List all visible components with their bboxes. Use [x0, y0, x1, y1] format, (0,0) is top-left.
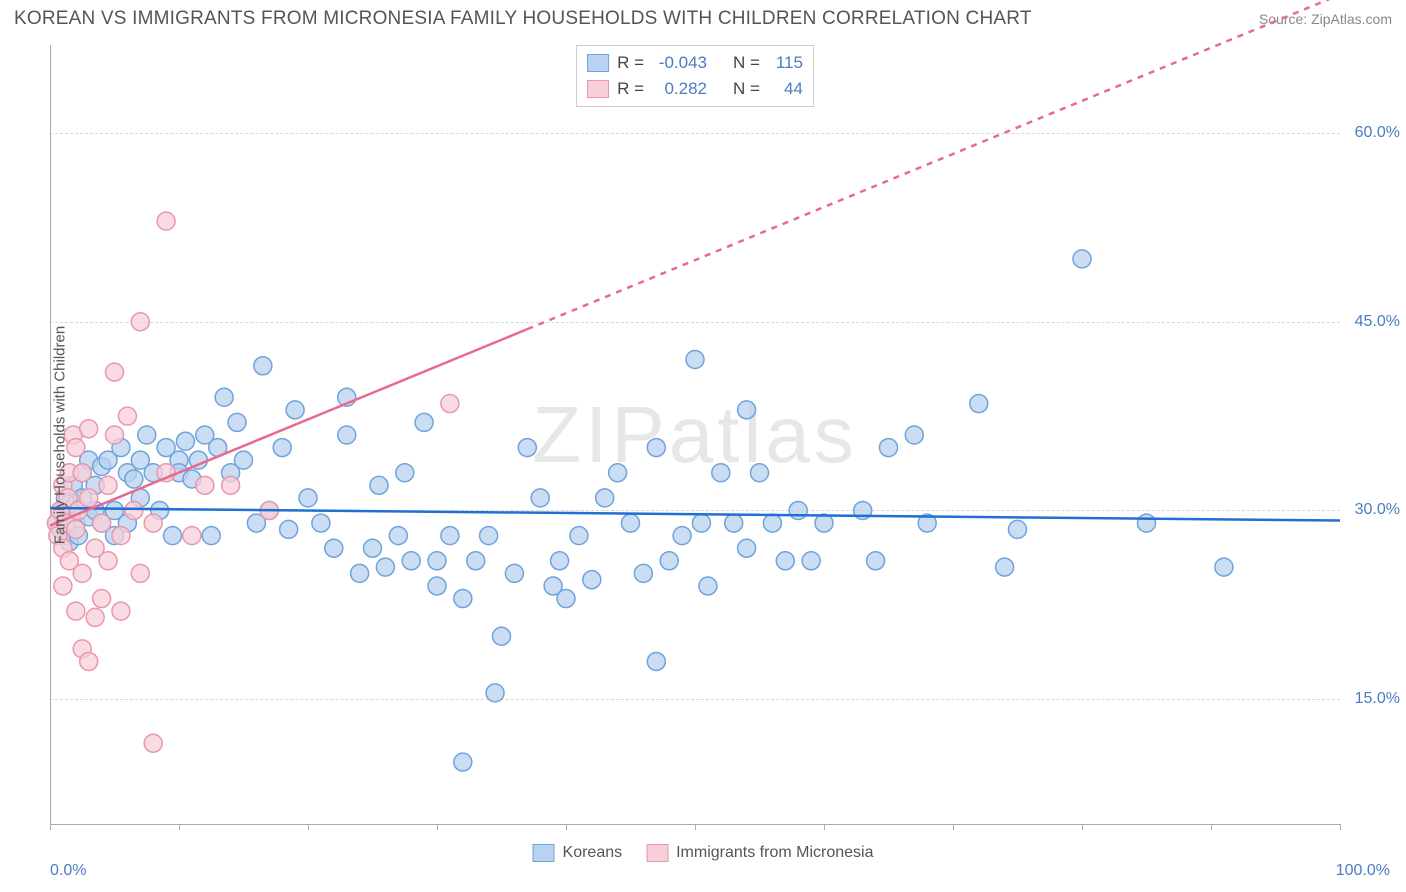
y-tick-label: 30.0%	[1345, 501, 1400, 519]
y-axis-title: Family Households with Children	[52, 325, 69, 543]
r-label: R =	[617, 53, 644, 73]
bottom-legend: Koreans Immigrants from Micronesia	[533, 844, 874, 862]
legend-swatch-koreans	[533, 844, 555, 862]
x-max-label: 100.0%	[1336, 862, 1390, 880]
y-tick-label: 15.0%	[1345, 690, 1400, 708]
n-label: N =	[733, 53, 760, 73]
chart-title: KOREAN VS IMMIGRANTS FROM MICRONESIA FAM…	[14, 8, 1032, 30]
n-label: N =	[733, 79, 760, 99]
legend-item-micronesia: Immigrants from Micronesia	[646, 844, 873, 862]
swatch-koreans	[587, 54, 609, 72]
plot-area: ZIPatlas R = -0.043 N = 115 R = 0.282 N …	[50, 45, 1340, 825]
stats-box: R = -0.043 N = 115 R = 0.282 N = 44	[576, 45, 814, 107]
y-tick-label: 45.0%	[1345, 313, 1400, 331]
y-tick-label: 60.0%	[1345, 124, 1400, 142]
legend-item-koreans: Koreans	[533, 844, 623, 862]
swatch-micronesia	[587, 80, 609, 98]
legend-label-koreans: Koreans	[563, 844, 623, 862]
legend-swatch-micronesia	[646, 844, 668, 862]
source-label: Source: ZipAtlas.com	[1259, 11, 1392, 27]
chart-svg	[50, 45, 1340, 824]
chart-container: KOREAN VS IMMIGRANTS FROM MICRONESIA FAM…	[0, 0, 1406, 892]
n-value-koreans: 115	[768, 53, 803, 73]
r-label: R =	[617, 79, 644, 99]
r-value-micronesia: 0.282	[652, 79, 707, 99]
stats-row-micronesia: R = 0.282 N = 44	[587, 76, 803, 102]
n-value-micronesia: 44	[768, 79, 803, 99]
x-min-label: 0.0%	[50, 862, 86, 880]
stats-row-koreans: R = -0.043 N = 115	[587, 50, 803, 76]
legend-label-micronesia: Immigrants from Micronesia	[676, 844, 873, 862]
r-value-koreans: -0.043	[652, 53, 707, 73]
title-bar: KOREAN VS IMMIGRANTS FROM MICRONESIA FAM…	[14, 8, 1392, 30]
